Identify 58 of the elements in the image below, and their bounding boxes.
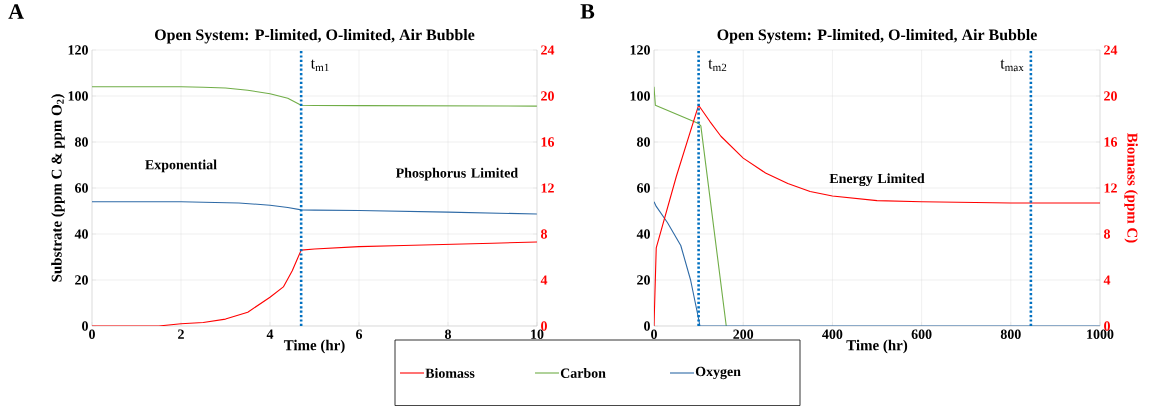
x-tick-label: 4 bbox=[266, 329, 274, 339]
y2-tick-label: 8 bbox=[540, 229, 548, 239]
x-tick-label: 600 bbox=[911, 329, 932, 339]
x-tick-label: 800 bbox=[1000, 329, 1021, 339]
y2-tick-label: 24 bbox=[541, 45, 555, 55]
chart-title: Open System: P-limited, O-limited, Air Bubble bbox=[155, 29, 475, 44]
y-tick-label: 20 bbox=[637, 275, 650, 285]
y-tick-label: 100 bbox=[68, 91, 88, 101]
y2-tick-label: 8 bbox=[1104, 229, 1111, 239]
y2-tick-label: 0 bbox=[1104, 321, 1110, 331]
y2-tick-label: 20 bbox=[541, 91, 554, 101]
x-tick-label: 8 bbox=[444, 329, 452, 339]
y2-tick-label: 16 bbox=[1104, 137, 1118, 147]
y-tick-label: 40 bbox=[636, 229, 650, 239]
y-tick-label: 120 bbox=[68, 45, 88, 55]
y2-tick-label: 16 bbox=[541, 137, 555, 147]
chart-title: Open System: P-limited, O-limited, Air Bubble bbox=[717, 29, 1037, 44]
annotation: Exponential bbox=[145, 159, 217, 173]
legend-label: Carbon bbox=[560, 368, 606, 378]
y-axis-title: Substrate (ppm C & ppm O$_{2}$) bbox=[51, 94, 65, 282]
line-series bbox=[654, 86, 727, 326]
y-tick-label: 80 bbox=[637, 137, 650, 147]
y2-axis-title: Biomass (ppm C) bbox=[1124, 133, 1138, 243]
ref-line-label: t$_{max}$ bbox=[1000, 59, 1024, 72]
y-tick-label: 120 bbox=[630, 45, 650, 55]
y-tick-label: 80 bbox=[75, 137, 88, 147]
y-tick-label: 40 bbox=[74, 229, 88, 239]
y-tick-label: 100 bbox=[630, 91, 650, 101]
y-tick-label: 0 bbox=[644, 321, 650, 331]
y-tick-label: 20 bbox=[75, 275, 88, 285]
text: B bbox=[580, 4, 595, 19]
ref-line-label: t$_{m1}$ bbox=[310, 59, 329, 72]
x-tick-label: 0 bbox=[651, 329, 657, 339]
y2-tick-label: 4 bbox=[1103, 275, 1111, 285]
annotation: Phosphorus Limited bbox=[395, 167, 518, 181]
x-tick-label: 2 bbox=[178, 329, 184, 339]
x-tick-label: 400 bbox=[822, 329, 843, 339]
y2-tick-label: 12 bbox=[1104, 183, 1117, 193]
y-tick-label: 60 bbox=[75, 183, 88, 193]
y2-tick-label: 4 bbox=[540, 275, 548, 285]
annotation: Energy Limited bbox=[829, 173, 925, 187]
x-tick-label: 200 bbox=[733, 329, 754, 339]
x-axis-title: Time (hr) bbox=[846, 339, 908, 354]
y-tick-label: 60 bbox=[637, 183, 650, 193]
y-tick-label: 0 bbox=[82, 321, 88, 331]
y2-tick-label: 24 bbox=[1104, 45, 1118, 55]
x-tick-label: 0 bbox=[89, 329, 95, 339]
y2-tick-label: 12 bbox=[541, 183, 554, 193]
y2-tick-label: 20 bbox=[1104, 91, 1117, 101]
legend-label: Biomass bbox=[425, 368, 475, 378]
y2-tick-label: 0 bbox=[541, 321, 547, 331]
ref-line-label: t$_{m2}$ bbox=[708, 59, 727, 72]
text: A bbox=[8, 4, 24, 19]
x-tick-label: 10 bbox=[531, 329, 544, 339]
legend-label: Oxygen bbox=[695, 366, 741, 380]
x-tick-label: 6 bbox=[356, 329, 363, 339]
x-tick-label: 1000 bbox=[1087, 329, 1114, 339]
x-axis-title: Time (hr) bbox=[283, 339, 345, 354]
